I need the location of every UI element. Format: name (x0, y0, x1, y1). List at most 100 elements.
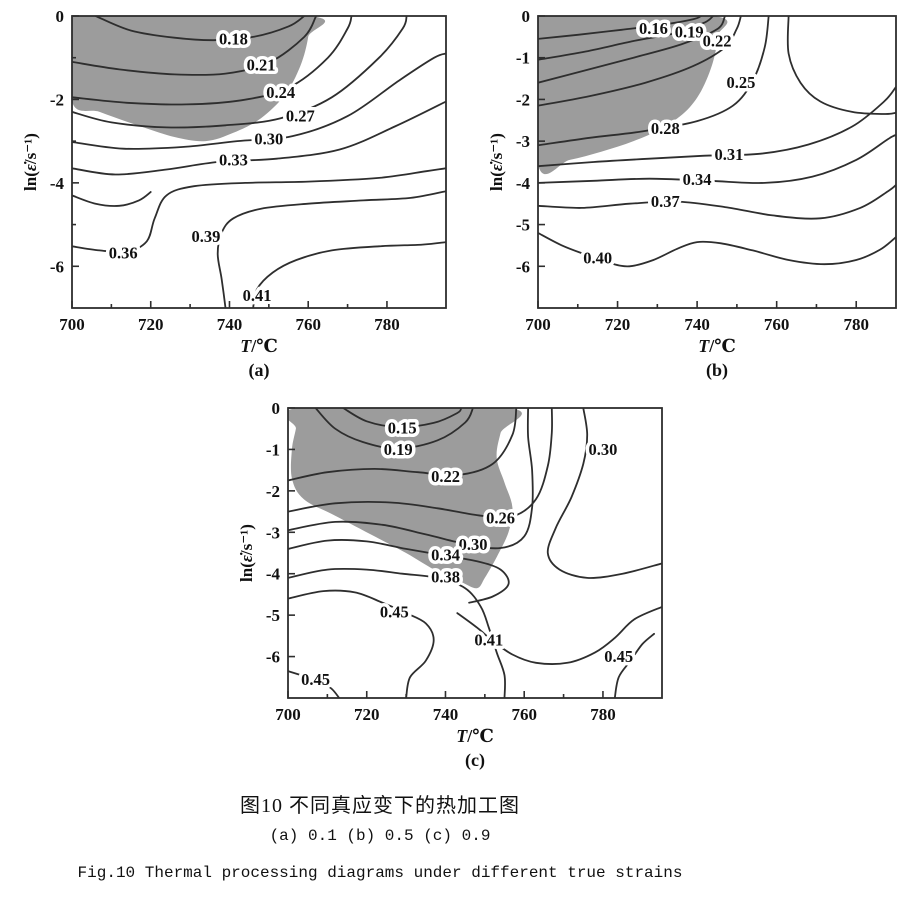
svg-text:-2: -2 (266, 482, 280, 501)
contour-label: 0.38 (431, 568, 460, 587)
axes-frame (71, 15, 447, 309)
axis-tick-labels: 700 720 740 760 780 0 -2 -4 -6 (50, 7, 400, 334)
panel-c-contour-plot: 0.150.190.220.260.300.340.380.300.450.41… (237, 399, 663, 771)
contour-label: 0.37 (651, 192, 680, 211)
contour-line (538, 184, 896, 220)
contour-line (314, 408, 474, 450)
svg-text:-2: -2 (516, 90, 530, 109)
contour-label: 0.16 (639, 19, 668, 38)
contour-line (538, 16, 702, 40)
contour-label: 0.45 (380, 603, 409, 622)
svg-text:780: 780 (374, 315, 400, 334)
contour-line (216, 190, 446, 308)
contour-line (538, 16, 714, 61)
contour-label: 0.22 (431, 467, 460, 486)
axis-ticks (287, 407, 604, 698)
contour-label: 0.30 (459, 535, 488, 554)
panel-c: 0.15 0.19 0.22 0.26 0.30 0.34 0.38 0.30 0.45 0.41… (210, 395, 690, 787)
contour-label: 0.25 (726, 73, 755, 92)
svg-text:740: 740 (433, 705, 459, 724)
instability-region (72, 16, 325, 142)
contour-label: 0.41 (474, 631, 503, 650)
x-axis-label: T/℃ (456, 726, 494, 746)
contour-line (288, 408, 518, 482)
panel-letter-label: (c) (465, 750, 485, 771)
contour-line (72, 52, 446, 150)
contour-label: 0.45 (301, 670, 330, 689)
svg-text:700: 700 (275, 705, 301, 724)
contour-label: 0.34 (431, 546, 460, 565)
svg-text:780: 780 (843, 315, 869, 334)
contour-label: 0.15 (388, 418, 417, 437)
contour-label: 0.34 (683, 170, 712, 189)
contour-label: 0.26 (486, 508, 515, 527)
contour-line (288, 539, 510, 604)
contour-label: 0.30 (254, 130, 283, 149)
contour-line (72, 191, 152, 207)
svg-text:-6: -6 (50, 257, 64, 276)
svg-text:0: 0 (272, 399, 281, 418)
svg-text:0: 0 (56, 7, 65, 26)
svg-text:760: 760 (295, 315, 321, 334)
axes-frame (537, 15, 897, 309)
contour-label: 0.21 (247, 56, 276, 75)
svg-text:-6: -6 (516, 257, 530, 276)
contour-line (538, 16, 770, 147)
contour-line (252, 241, 446, 308)
contour-label: 0.19 (675, 22, 704, 41)
contour-label: 0.18 (219, 29, 248, 48)
axis-tick-labels: 700 720 740 760 780 0 -1 -2 -3 -4 -5 -6 (266, 399, 616, 724)
contour-line (342, 408, 463, 429)
y-axis-label: ln(ε̇/s⁻¹) (237, 524, 256, 582)
contour-line (288, 408, 534, 550)
svg-text:-5: -5 (266, 606, 280, 625)
caption-chinese: 图10 不同真应变下的热加工图 (240, 795, 520, 817)
svg-text:720: 720 (354, 705, 380, 724)
axis-tick-labels: 700 720 740 760 780 0 -1 -2 -3 -4 -5 -6 (516, 7, 869, 334)
svg-text:-2: -2 (50, 90, 64, 109)
svg-text:-3: -3 (516, 132, 530, 151)
contour-label: 0.30 (588, 440, 617, 459)
svg-text:-5: -5 (516, 216, 530, 235)
panel-letter-label: (a) (249, 360, 270, 381)
y-axis-label: ln(ε̇/s⁻¹) (21, 133, 40, 191)
contour-line (288, 567, 506, 698)
svg-text:740: 740 (684, 315, 710, 334)
contour-line (538, 134, 896, 184)
svg-text:-4: -4 (266, 565, 281, 584)
x-axis-label: T/℃ (698, 336, 736, 356)
plot-area: 0.18 0.21 0.24 0.270.30 0.33 0.36 0.39 0.41 (72, 16, 446, 308)
contour-label: 0.45 (604, 647, 633, 666)
svg-text:-1: -1 (266, 440, 280, 459)
contour-line (546, 408, 662, 579)
contour-line (72, 16, 408, 129)
contour-label: 0.28 (651, 119, 680, 138)
svg-text:760: 760 (764, 315, 790, 334)
contour-label: 0.40 (583, 248, 612, 267)
contour-line (94, 16, 306, 42)
plot-area: 0.16 0.190.22 0.25 0.28 0.310.340.37 0.40 (538, 16, 896, 271)
contour-line (288, 589, 435, 698)
contour-line (72, 167, 446, 254)
contour-line (538, 16, 742, 107)
contour-label: 0.19 (384, 440, 413, 459)
svg-text:-3: -3 (266, 523, 280, 542)
svg-text:700: 700 (59, 315, 85, 334)
svg-text:720: 720 (138, 315, 164, 334)
svg-text:720: 720 (605, 315, 631, 334)
instability-region (538, 16, 728, 175)
contour-line (288, 670, 341, 698)
svg-text:-4: -4 (516, 174, 531, 193)
contour-line (538, 232, 896, 268)
contour-line (613, 632, 655, 698)
svg-text:-1: -1 (516, 49, 530, 68)
axis-ticks (537, 15, 858, 308)
contour-line (72, 100, 446, 176)
contour-label: 0.27 (286, 107, 315, 126)
contour-line (786, 16, 896, 115)
y-axis-label: ln(ε̇/s⁻¹) (487, 133, 506, 191)
panel-a: 0.18 0.21 0.24 0.27 0.30 0.33 0.36 0.39 0.41 700 7… (0, 0, 470, 395)
svg-text:-4: -4 (50, 174, 65, 193)
